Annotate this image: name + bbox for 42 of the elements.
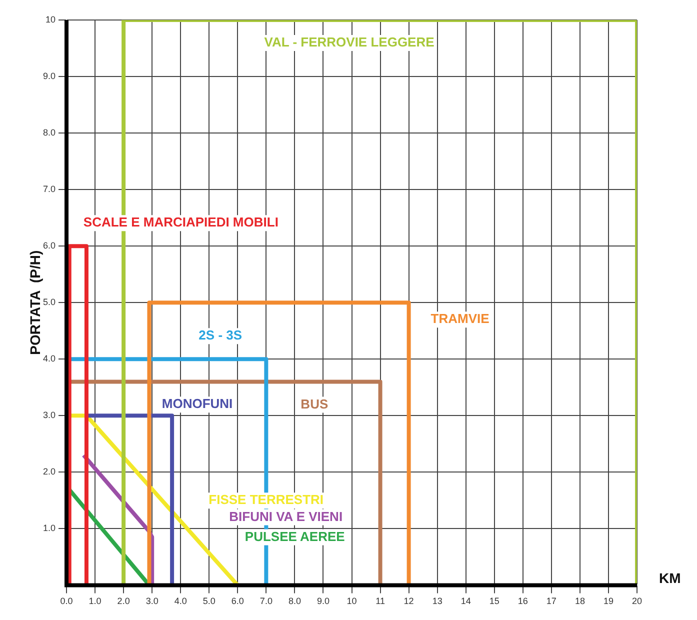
- x-tick-label: 0.0: [60, 596, 73, 606]
- series-label: SCALE E MARCIAPIEDI MOBILI: [83, 214, 278, 230]
- x-tick-label: 19: [603, 596, 614, 606]
- x-tick-label: 10: [346, 596, 357, 606]
- x-axis-title: KM: [659, 570, 681, 586]
- x-tick-label: 12: [404, 596, 414, 606]
- series-label: BUS: [300, 396, 328, 412]
- x-tick-label: 9.0: [316, 596, 330, 606]
- x-tick-label: 17: [546, 596, 556, 606]
- x-tick-label: 20: [632, 596, 642, 606]
- y-tick-label: 8.0: [42, 128, 56, 138]
- text: FISSE TERRESTRI: [208, 492, 324, 508]
- series-label: VAL - FERROVIE LEGGERE: [264, 34, 435, 50]
- y-tick-label: 1.0: [42, 523, 56, 534]
- y-tick-label: 6.0: [42, 240, 56, 251]
- x-tick-label: 7.0: [260, 596, 272, 606]
- y-tick-label: 9.0: [42, 71, 56, 82]
- x-tick-label: 6.0: [231, 596, 244, 606]
- y-tick-label: 10: [45, 14, 56, 24]
- x-tick-label: 13: [432, 596, 442, 606]
- x-tick-label: 1.0: [88, 596, 102, 606]
- x-tick-label: 14: [460, 596, 471, 606]
- text: PULSEE AEREE: [244, 528, 346, 544]
- x-tick-label: 16: [518, 596, 528, 606]
- series-label: MONOFUNI: [162, 396, 233, 412]
- y-tick-label: 7.0: [42, 184, 56, 194]
- text: BIFUNI VA E VIENI: [229, 508, 343, 524]
- x-tick-label: 8.0: [288, 596, 301, 606]
- x-tick-label: 11: [376, 596, 385, 606]
- y-tick-label: 3.0: [42, 410, 56, 420]
- series-label: TRAMVIE: [430, 311, 490, 326]
- series-label: 2S - 3S: [198, 328, 242, 343]
- y-tick-label: 5.0: [42, 297, 56, 308]
- y-tick-label: 4.0: [42, 354, 56, 364]
- x-tick-label: 18: [574, 596, 585, 606]
- x-tick-label: 4.0: [174, 596, 187, 606]
- y-axis-title: PORTATA (P/H): [26, 250, 43, 355]
- x-tick-label: 3.0: [146, 596, 158, 606]
- x-tick-label: 5.0: [202, 596, 216, 606]
- x-tick-label: 2.0: [117, 596, 130, 606]
- y-tick-label: 2.0: [42, 466, 56, 477]
- x-tick-label: 15: [489, 596, 500, 606]
